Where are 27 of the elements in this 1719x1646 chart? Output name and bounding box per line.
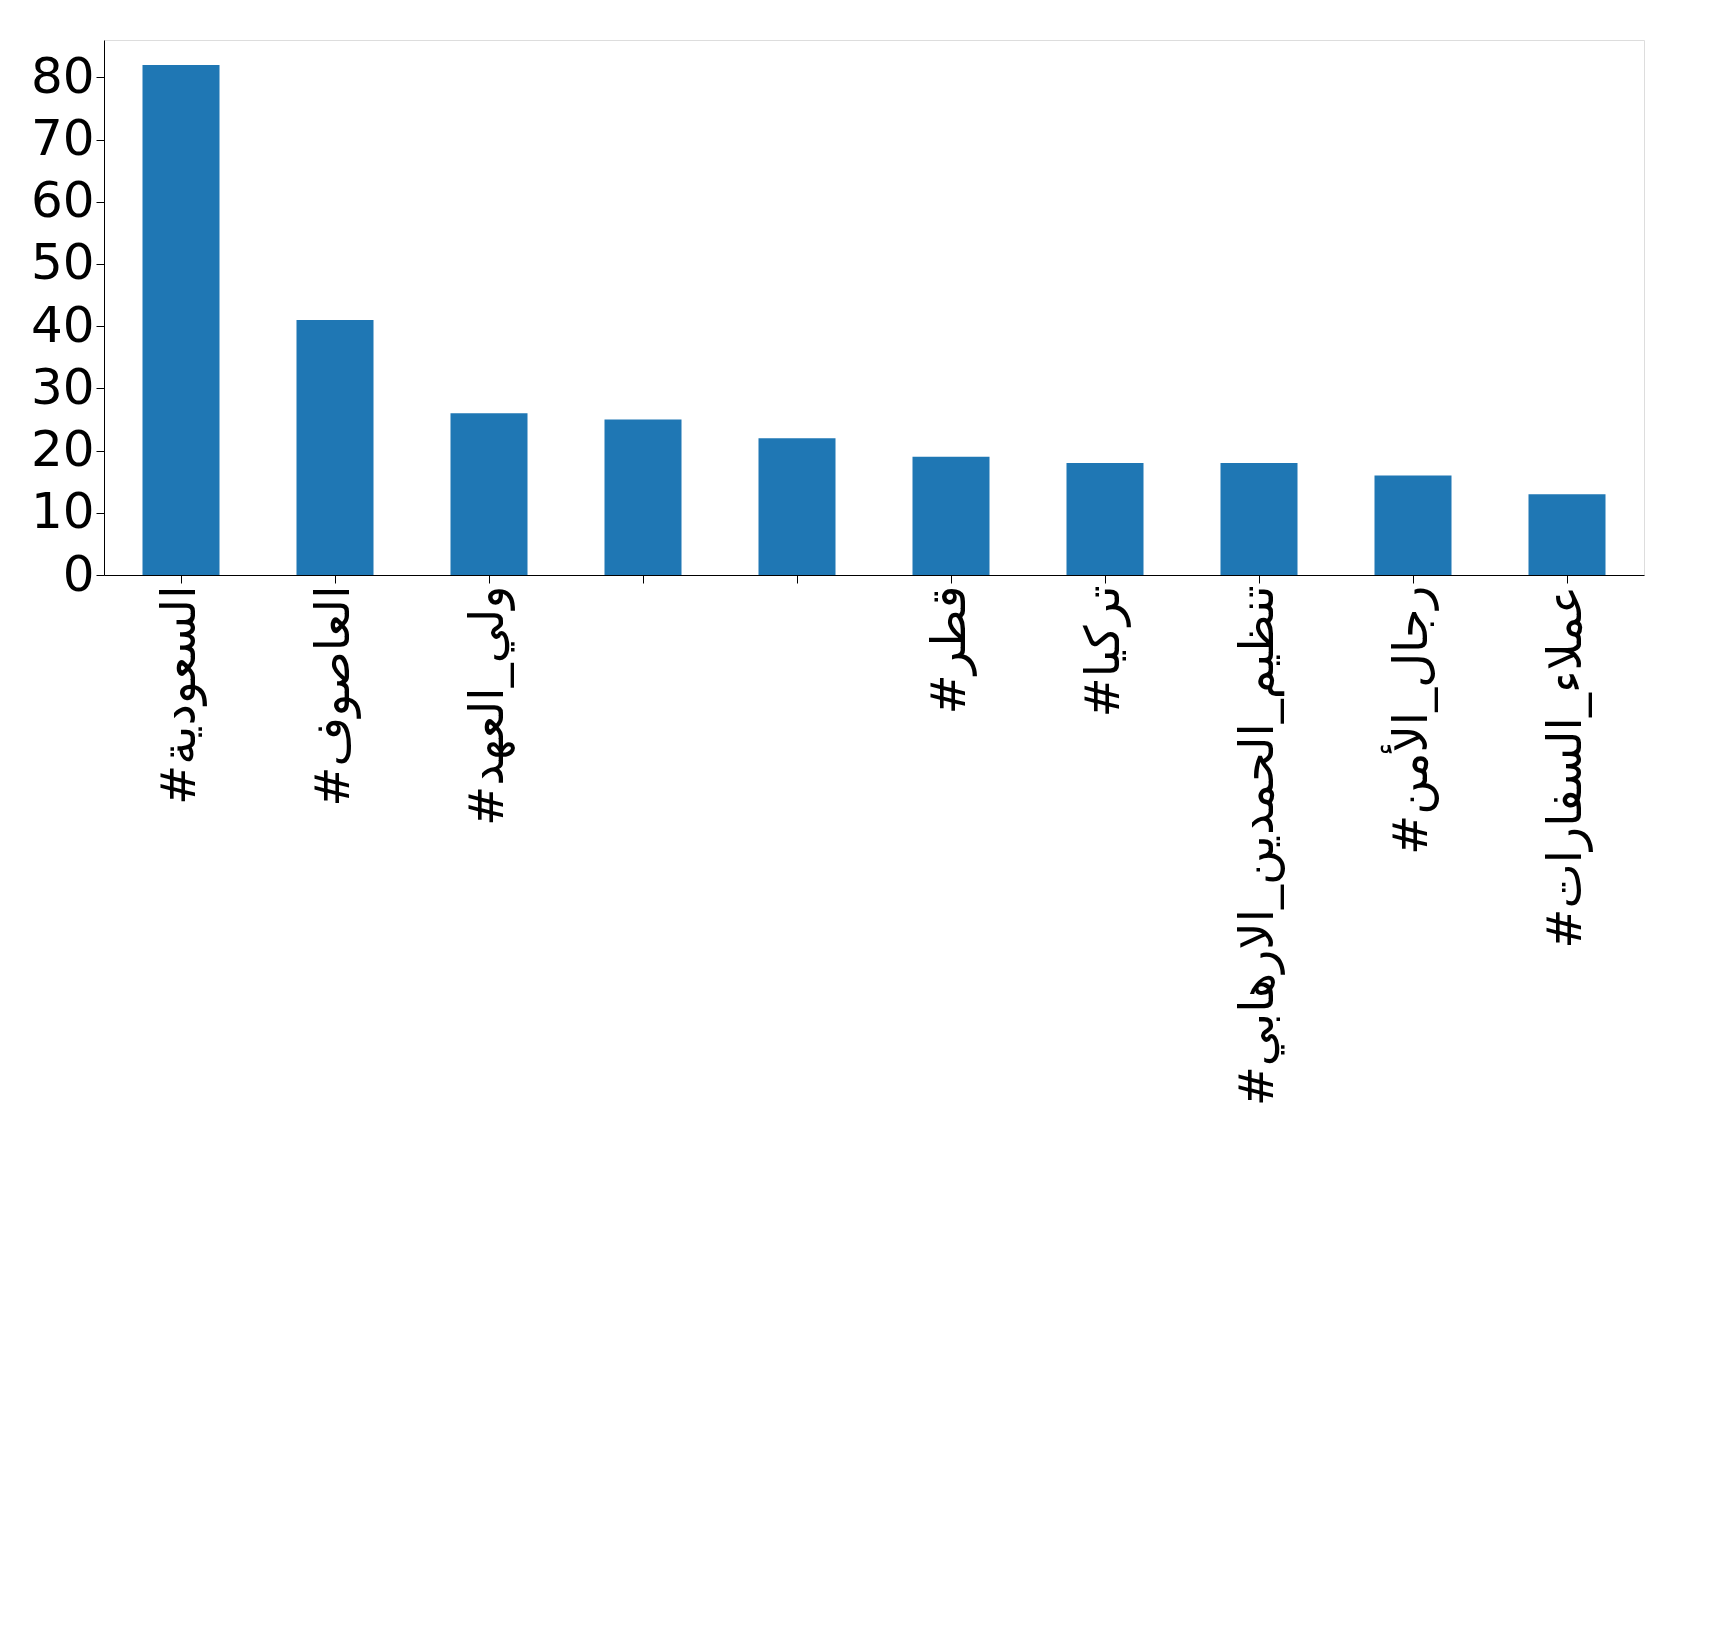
x-tick-label: #عملاء_السفارات bbox=[1536, 585, 1593, 949]
x-tick-label: #تركيا bbox=[1074, 585, 1131, 718]
x-tick-label: #رجال_الأمن bbox=[1380, 585, 1439, 856]
y-tick-label: 60 bbox=[30, 171, 95, 230]
bar bbox=[1066, 463, 1144, 575]
bar bbox=[604, 419, 682, 575]
x-tick-label: #السعودية bbox=[150, 585, 207, 805]
y-tick-label: 70 bbox=[30, 109, 95, 168]
x-tick-label: #ولي_العهد bbox=[458, 585, 515, 826]
bar bbox=[1220, 463, 1298, 575]
x-tick-label: #العاصوف bbox=[304, 585, 361, 807]
bar bbox=[912, 456, 990, 575]
bar bbox=[296, 319, 374, 575]
bar bbox=[450, 413, 528, 575]
y-tick-label: 40 bbox=[30, 295, 95, 354]
y-tick-label: 30 bbox=[30, 357, 95, 416]
bar bbox=[142, 64, 220, 575]
y-tick-label: 50 bbox=[30, 233, 95, 292]
y-tick-label: 80 bbox=[30, 46, 95, 105]
y-tick-label: 20 bbox=[30, 420, 95, 479]
y-tick-label: 10 bbox=[30, 482, 95, 541]
x-tick-label: #تنظيم_الحمدين_الارهابي bbox=[1228, 585, 1285, 1107]
bar bbox=[1528, 494, 1606, 575]
x-tick-label: #قطر bbox=[920, 585, 977, 715]
y-tick-label: 0 bbox=[62, 544, 95, 603]
bar bbox=[758, 438, 836, 575]
bar bbox=[1374, 475, 1452, 575]
